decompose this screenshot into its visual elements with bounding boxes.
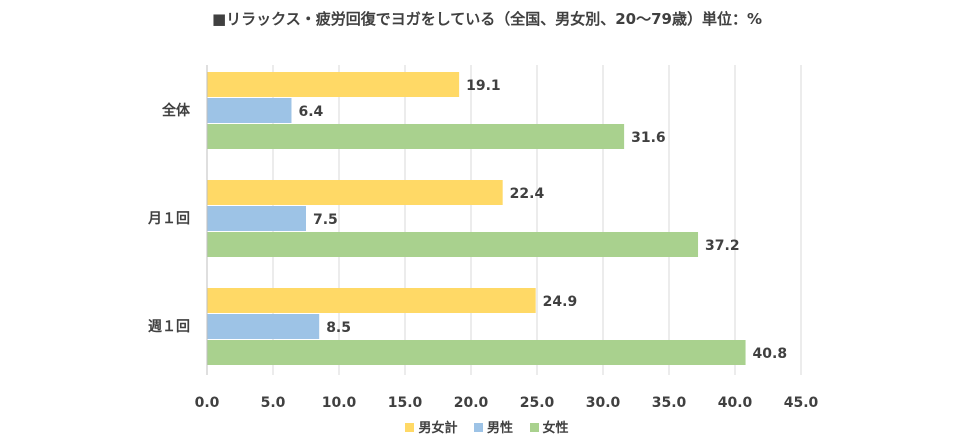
category-label: 月１回 [147, 211, 190, 227]
legend-item-total: 男女計 [405, 417, 457, 436]
legend-swatch-total [405, 423, 415, 432]
bar [207, 124, 625, 149]
data-label: 6.4 [298, 104, 323, 120]
legend-label-total: 男女計 [418, 421, 458, 436]
data-label: 8.5 [326, 320, 351, 336]
chart-title: ■リラックス・疲労回復でヨガをしている（全国、男女別、20～79歳）単位：% [211, 10, 763, 28]
legend-swatch-female [529, 423, 539, 432]
data-labels: 19.1 6.4 31.6 22.4 7.5 37.2 24.9 8.5 40.8 [298, 78, 787, 362]
x-tick-label: 15.0 [388, 395, 423, 411]
bar [207, 180, 503, 205]
x-tick-label: 30.0 [586, 395, 621, 411]
data-label: 19.1 [466, 78, 501, 94]
data-label: 37.2 [705, 238, 740, 254]
bar [207, 288, 536, 313]
legend-swatch-male [473, 423, 483, 432]
gridlines [272, 65, 802, 375]
x-tick-label: 10.0 [322, 395, 357, 411]
category-label: 週１回 [148, 319, 190, 335]
x-tick-label: 0.0 [195, 395, 220, 411]
axes: 0.0 5.0 10.0 15.0 20.0 25.0 30.0 35.0 40.0 45.0 全体… [147, 65, 819, 411]
data-label: 24.9 [543, 294, 578, 310]
data-label: 31.6 [631, 130, 666, 146]
legend-label-male: 男性 [486, 421, 513, 436]
bar [207, 232, 699, 257]
x-tick-label: 20.0 [454, 395, 489, 411]
data-label: 7.5 [313, 212, 338, 228]
bar [207, 206, 306, 231]
bar [207, 98, 292, 123]
legend-item-male: 男性 [473, 417, 513, 436]
x-tick-label: 40.0 [718, 395, 753, 411]
category-label: 全体 [161, 102, 191, 119]
data-label: 40.8 [753, 346, 788, 362]
x-tick-label: 25.0 [520, 395, 555, 411]
legend-item-female: 女性 [529, 417, 569, 436]
bar [207, 72, 460, 97]
bars [207, 72, 746, 365]
data-label: 22.4 [510, 186, 545, 202]
legend-label-female: 女性 [542, 421, 569, 436]
bar [207, 314, 320, 339]
bar [207, 340, 746, 365]
x-tick-label: 5.0 [261, 395, 286, 411]
x-tick-label: 45.0 [784, 395, 819, 411]
legend: 男女計 男性 女性 [0, 417, 974, 436]
x-tick-label: 35.0 [652, 395, 687, 411]
